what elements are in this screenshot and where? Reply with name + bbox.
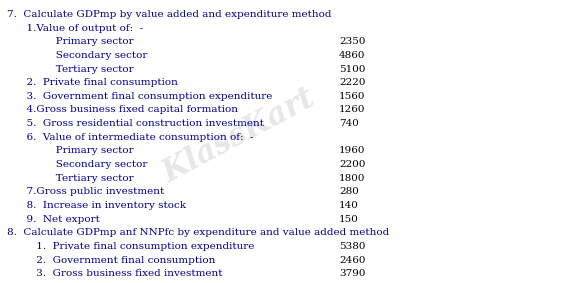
Text: 2.  Private final consumption: 2. Private final consumption <box>7 78 178 87</box>
Text: 740: 740 <box>339 119 359 128</box>
Text: 1.  Private final consumption expenditure: 1. Private final consumption expenditure <box>7 242 254 251</box>
Text: 7.  Calculate GDPmp by value added and expenditure method: 7. Calculate GDPmp by value added and ex… <box>7 10 331 19</box>
Text: Primary sector: Primary sector <box>7 37 133 46</box>
Text: 3790: 3790 <box>339 269 365 278</box>
Text: 2200: 2200 <box>339 160 365 169</box>
Text: 280: 280 <box>339 187 359 196</box>
Text: 5100: 5100 <box>339 65 365 74</box>
Text: 1800: 1800 <box>339 174 365 183</box>
Text: Tertiary sector: Tertiary sector <box>7 65 133 74</box>
Text: 5380: 5380 <box>339 242 365 251</box>
Text: Secondary sector: Secondary sector <box>7 160 147 169</box>
Text: 2220: 2220 <box>339 78 365 87</box>
Text: 3.  Gross business fixed investment: 3. Gross business fixed investment <box>7 269 222 278</box>
Text: 8.  Calculate GDPmp anf NNPfc by expenditure and value added method: 8. Calculate GDPmp anf NNPfc by expendit… <box>7 228 389 237</box>
Text: 150: 150 <box>339 215 359 224</box>
Text: 2.  Government final consumption: 2. Government final consumption <box>7 256 215 265</box>
Text: 3.  Government final consumption expenditure: 3. Government final consumption expendit… <box>7 92 272 101</box>
Text: KlassKart: KlassKart <box>158 83 321 189</box>
Text: 4.Gross business fixed capital formation: 4.Gross business fixed capital formation <box>7 106 238 115</box>
Text: 2350: 2350 <box>339 37 365 46</box>
Text: 5.  Gross residential construction investment: 5. Gross residential construction invest… <box>7 119 264 128</box>
Text: 4860: 4860 <box>339 51 365 60</box>
Text: Tertiary sector: Tertiary sector <box>7 174 133 183</box>
Text: 1560: 1560 <box>339 92 365 101</box>
Text: 1.Value of output of:  -: 1.Value of output of: - <box>7 23 143 33</box>
Text: Primary sector: Primary sector <box>7 147 133 155</box>
Text: 9.  Net export: 9. Net export <box>7 215 100 224</box>
Text: 6.  Value of intermediate consumption of:  -: 6. Value of intermediate consumption of:… <box>7 133 253 142</box>
Text: 1260: 1260 <box>339 106 365 115</box>
Text: Secondary sector: Secondary sector <box>7 51 147 60</box>
Text: 8.  Increase in inventory stock: 8. Increase in inventory stock <box>7 201 186 210</box>
Text: 2460: 2460 <box>339 256 365 265</box>
Text: 140: 140 <box>339 201 359 210</box>
Text: 1960: 1960 <box>339 147 365 155</box>
Text: 7.Gross public investment: 7.Gross public investment <box>7 187 164 196</box>
